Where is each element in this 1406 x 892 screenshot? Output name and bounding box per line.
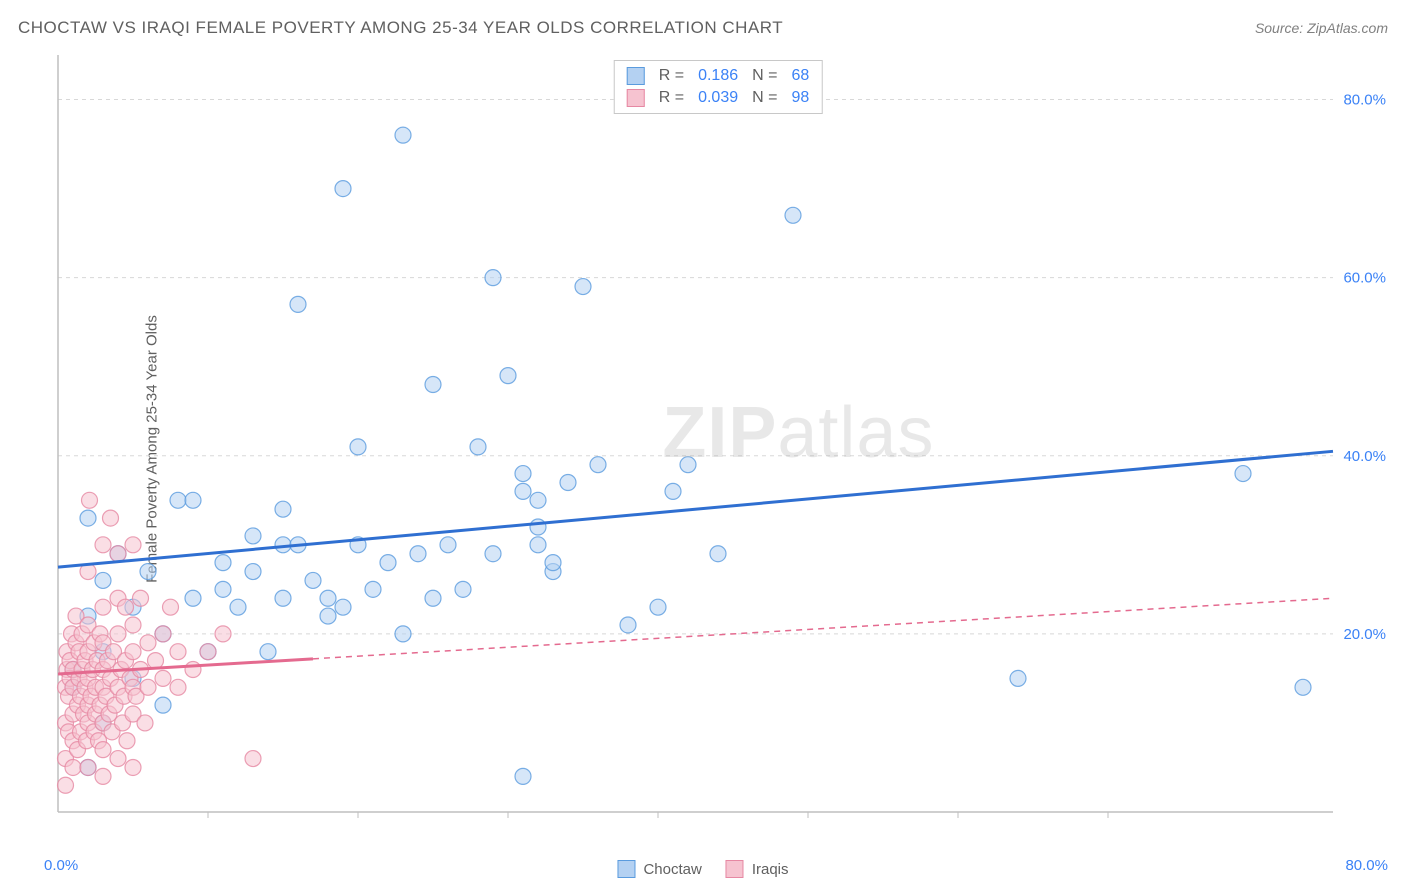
x-axis-max-label: 80.0%: [1345, 857, 1388, 874]
legend-r-label: R =: [659, 67, 684, 85]
legend-n-label: N =: [752, 89, 777, 107]
legend-item: Choctaw: [617, 860, 701, 878]
legend-swatch: [617, 860, 635, 878]
source-attribution: Source: ZipAtlas.com: [1255, 20, 1388, 36]
correlation-legend: R = 0.186 N = 68 R = 0.039 N = 98: [614, 60, 823, 114]
legend-swatch: [627, 67, 645, 85]
svg-text:20.0%: 20.0%: [1343, 626, 1386, 643]
scatter-plot: 20.0% 40.0% 60.0% 80.0%: [48, 55, 1388, 842]
svg-text:80.0%: 80.0%: [1343, 92, 1386, 109]
chart-area: Female Poverty Among 25-34 Year Olds 20.…: [48, 55, 1388, 842]
legend-swatch: [726, 860, 744, 878]
legend-r-value: 0.039: [698, 89, 738, 107]
legend-r-label: R =: [659, 89, 684, 107]
legend-row: R = 0.186 N = 68: [627, 65, 810, 87]
legend-series-label: Iraqis: [752, 861, 789, 878]
legend-n-label: N =: [752, 67, 777, 85]
legend-n-value: 68: [791, 67, 809, 85]
svg-text:40.0%: 40.0%: [1343, 448, 1386, 465]
legend-row: R = 0.039 N = 98: [627, 87, 810, 109]
legend-item: Iraqis: [726, 860, 789, 878]
legend-n-value: 98: [791, 89, 809, 107]
legend-r-value: 0.186: [698, 67, 738, 85]
series-legend: Choctaw Iraqis: [617, 860, 788, 878]
x-axis-min-label: 0.0%: [44, 857, 78, 874]
svg-text:60.0%: 60.0%: [1343, 270, 1386, 287]
legend-series-label: Choctaw: [643, 861, 701, 878]
legend-swatch: [627, 89, 645, 107]
chart-title: CHOCTAW VS IRAQI FEMALE POVERTY AMONG 25…: [18, 18, 783, 38]
